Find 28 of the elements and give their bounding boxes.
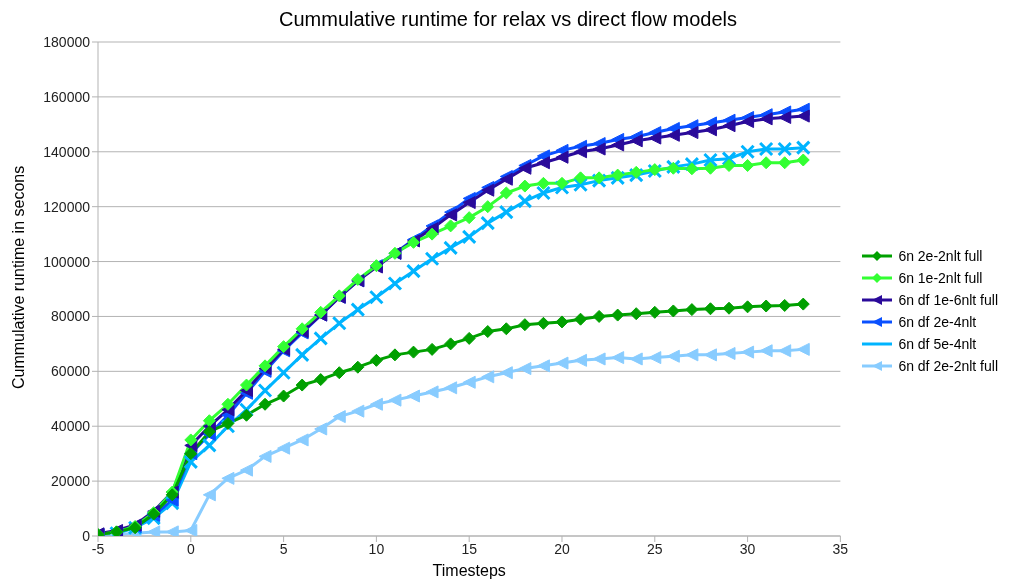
- legend-label: 6n df 5e-4nlt: [898, 336, 977, 352]
- y-tick-label: 100000: [43, 253, 91, 270]
- x-tick-label: 10: [368, 540, 385, 557]
- x-tick-label: -5: [91, 540, 105, 557]
- y-tick-label: 80000: [51, 308, 91, 325]
- x-tick-label: 5: [279, 540, 288, 557]
- x-tick-label: 30: [739, 540, 756, 557]
- x-tick-label: 15: [461, 540, 478, 557]
- y-tick-label: 0: [82, 527, 91, 544]
- x-tick-label: 0: [186, 540, 195, 557]
- legend-label: 6n 1e-2nlt full: [898, 270, 983, 286]
- y-tick-label: 20000: [51, 473, 91, 490]
- x-tick-label: 25: [646, 540, 663, 557]
- y-tick-label: 180000: [43, 33, 91, 50]
- y-tick-label: 160000: [43, 88, 91, 105]
- x-tick-label: 35: [832, 540, 849, 557]
- chart-title: Cummulative runtime for relax vs direct flow models: [279, 8, 737, 30]
- y-tick-label: 40000: [51, 418, 91, 435]
- y-tick-label: 140000: [43, 143, 91, 160]
- legend-label: 6n df 1e-6nlt full: [898, 292, 998, 308]
- x-axis-title: Timesteps: [432, 562, 506, 579]
- y-axis-title: Cummulative runtime in secons: [9, 165, 27, 389]
- legend-label: 6n df 2e-2nlt full: [898, 358, 998, 374]
- y-tick-label: 60000: [51, 363, 91, 380]
- legend-label: 6n df 2e-4nlt: [898, 314, 977, 330]
- legend-label: 6n 2e-2nlt full: [898, 248, 983, 264]
- y-tick-label: 120000: [43, 198, 91, 215]
- x-tick-label: 20: [554, 540, 570, 557]
